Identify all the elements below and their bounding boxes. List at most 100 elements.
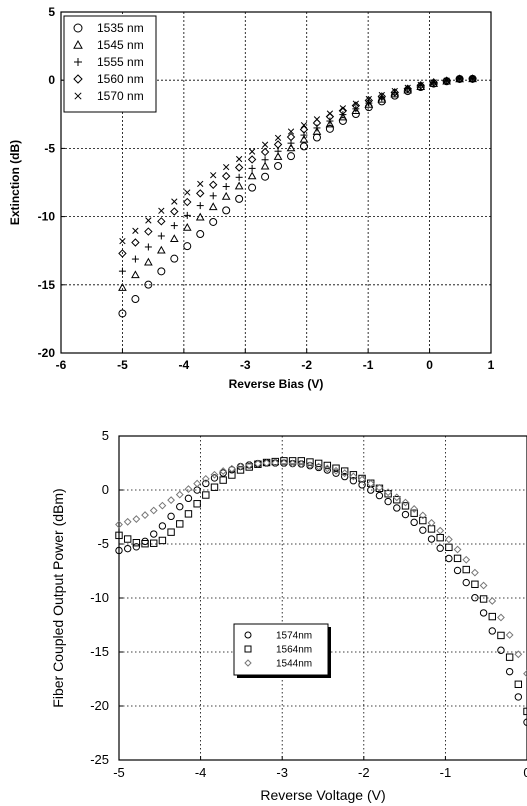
data-point xyxy=(384,497,392,506)
data-point xyxy=(209,192,217,200)
data-point xyxy=(141,511,149,519)
data-point xyxy=(219,476,227,484)
data-point xyxy=(271,457,279,466)
data-point xyxy=(325,119,335,128)
data-point xyxy=(193,500,201,508)
data-point xyxy=(247,171,257,180)
data-point xyxy=(416,81,425,90)
data-point xyxy=(236,462,245,471)
data-point xyxy=(401,502,410,510)
series-1555nm xyxy=(118,75,477,275)
x-axis-label: Reverse Bias (V) xyxy=(229,377,324,391)
y-tick-label: -15 xyxy=(90,644,109,659)
data-point xyxy=(195,212,205,221)
legend-marker xyxy=(244,645,252,653)
data-point xyxy=(287,128,295,135)
data-point xyxy=(351,101,361,110)
data-point xyxy=(223,163,230,171)
data-point xyxy=(471,568,479,577)
data-point xyxy=(157,217,166,226)
data-point xyxy=(404,85,412,93)
data-point xyxy=(462,555,471,564)
data-point xyxy=(271,459,280,467)
data-point xyxy=(427,518,436,527)
data-point xyxy=(340,469,349,478)
series-1570nm xyxy=(119,75,476,245)
data-point xyxy=(280,457,288,465)
data-point xyxy=(274,147,282,155)
data-point xyxy=(297,460,306,468)
data-point xyxy=(468,74,477,84)
data-point xyxy=(184,494,193,503)
data-point xyxy=(245,461,254,469)
data-point xyxy=(245,463,253,471)
data-point xyxy=(453,554,462,563)
data-point xyxy=(505,667,514,676)
data-point xyxy=(115,520,123,529)
data-point xyxy=(156,245,166,254)
data-point xyxy=(375,491,384,500)
data-point xyxy=(410,505,419,513)
legend-label: 1555 nm xyxy=(97,55,144,69)
data-point xyxy=(436,544,444,552)
data-point xyxy=(118,249,127,258)
data-point xyxy=(471,580,479,588)
data-point xyxy=(247,155,257,164)
data-point xyxy=(158,536,167,545)
y-tick-label: 5 xyxy=(48,5,55,19)
data-point xyxy=(273,140,283,149)
x-tick-label: -1 xyxy=(440,765,452,780)
data-point xyxy=(131,238,140,247)
data-point xyxy=(306,458,314,466)
data-point xyxy=(209,217,218,226)
data-point xyxy=(182,222,192,231)
data-point xyxy=(393,496,401,504)
data-point xyxy=(196,230,205,239)
data-point xyxy=(325,124,334,133)
data-point xyxy=(401,510,410,519)
data-point xyxy=(299,134,309,143)
legend-marker xyxy=(74,92,82,100)
y-axis-label: Fiber Coupled Output Power (dBm) xyxy=(50,488,66,707)
data-point xyxy=(234,181,244,190)
data-point xyxy=(234,163,244,172)
legend-marker xyxy=(74,58,82,66)
legend-marker xyxy=(73,23,83,33)
data-point xyxy=(228,466,236,474)
data-point xyxy=(184,510,193,518)
data-point xyxy=(132,515,141,523)
data-point xyxy=(262,459,271,467)
data-point xyxy=(248,148,256,155)
y-axis-label: Extinction (dB) xyxy=(8,140,22,225)
data-point xyxy=(115,546,123,555)
data-point xyxy=(118,309,127,318)
data-point xyxy=(349,472,358,481)
data-point xyxy=(123,517,132,526)
data-point xyxy=(260,161,270,170)
data-point xyxy=(210,470,219,479)
data-point xyxy=(455,74,464,84)
data-point xyxy=(314,459,323,468)
data-point xyxy=(505,631,514,639)
data-point xyxy=(332,464,340,472)
y-tick-label: -20 xyxy=(90,698,109,713)
data-point xyxy=(384,488,393,497)
data-point xyxy=(196,202,204,210)
data-point xyxy=(471,594,479,602)
data-point xyxy=(391,87,398,95)
data-point xyxy=(118,267,126,275)
data-point xyxy=(144,243,152,251)
data-point xyxy=(410,518,418,527)
data-point xyxy=(384,490,392,498)
data-point xyxy=(313,116,321,123)
data-point xyxy=(299,142,308,151)
data-point xyxy=(523,669,527,678)
data-point xyxy=(417,81,424,89)
data-point xyxy=(115,531,123,540)
data-point xyxy=(176,502,184,511)
data-point xyxy=(144,227,153,236)
data-point xyxy=(183,242,192,251)
data-point xyxy=(314,463,323,472)
legend-label: 1574nm xyxy=(276,631,312,642)
data-point xyxy=(445,543,453,552)
